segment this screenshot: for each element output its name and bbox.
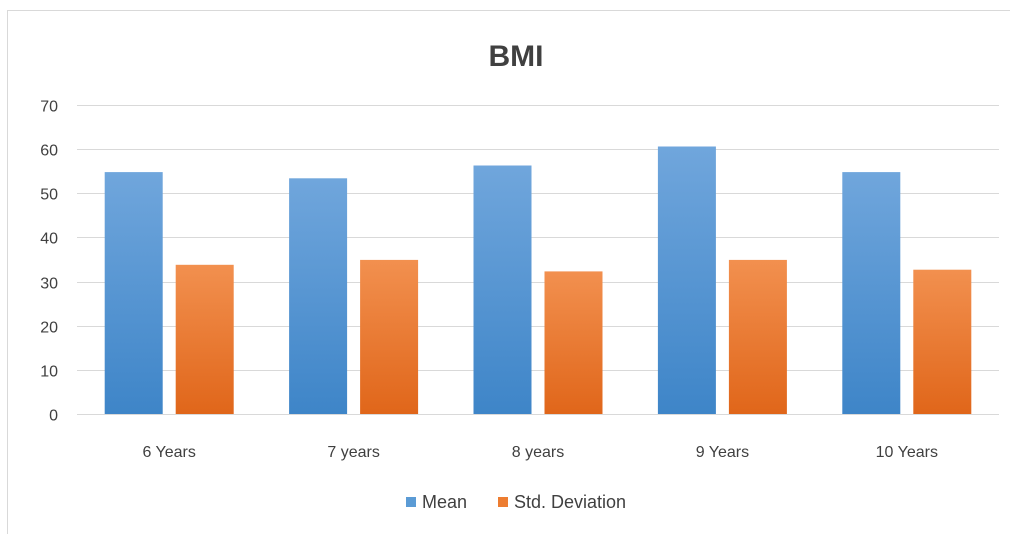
y-tick-label: 30 xyxy=(40,276,58,293)
x-tick-label: 6 Years xyxy=(143,444,196,461)
bar-std-deviation-0 xyxy=(175,264,234,414)
x-tick-label: 8 years xyxy=(512,444,564,461)
bar-mean-2 xyxy=(473,165,532,414)
bar-std-deviation-3 xyxy=(728,259,787,414)
bar-mean-4 xyxy=(842,172,901,414)
y-tick-label: 20 xyxy=(40,320,58,337)
y-tick-label: 40 xyxy=(40,231,58,248)
y-tick-label: 0 xyxy=(49,408,58,425)
bar-mean-3 xyxy=(657,146,716,414)
bar-std-deviation-4 xyxy=(913,269,972,414)
legend-swatch-0 xyxy=(406,497,416,507)
bar-mean-1 xyxy=(289,178,348,414)
y-tick-label: 50 xyxy=(40,187,58,204)
bar-mean-0 xyxy=(104,172,163,414)
y-axis-ticks: 0 10 20 30 40 50 60 70 xyxy=(40,99,58,425)
chart-title: BMI xyxy=(489,40,544,73)
x-tick-label: 7 years xyxy=(327,444,379,461)
bars xyxy=(104,146,972,414)
y-tick-label: 10 xyxy=(40,364,58,381)
legend: Mean Std. Deviation xyxy=(406,492,626,512)
legend-swatch-1 xyxy=(498,497,508,507)
bar-std-deviation-1 xyxy=(360,259,419,414)
bar-std-deviation-2 xyxy=(544,271,603,414)
x-tick-label: 10 Years xyxy=(876,444,938,461)
x-axis-ticks: 6 Years 7 years 8 years 9 Years 10 Years xyxy=(143,444,938,461)
y-tick-label: 60 xyxy=(40,143,58,160)
x-tick-label: 9 Years xyxy=(696,444,749,461)
legend-label-0: Mean xyxy=(422,492,467,512)
legend-label-1: Std. Deviation xyxy=(514,492,626,512)
y-tick-label: 70 xyxy=(40,99,58,116)
